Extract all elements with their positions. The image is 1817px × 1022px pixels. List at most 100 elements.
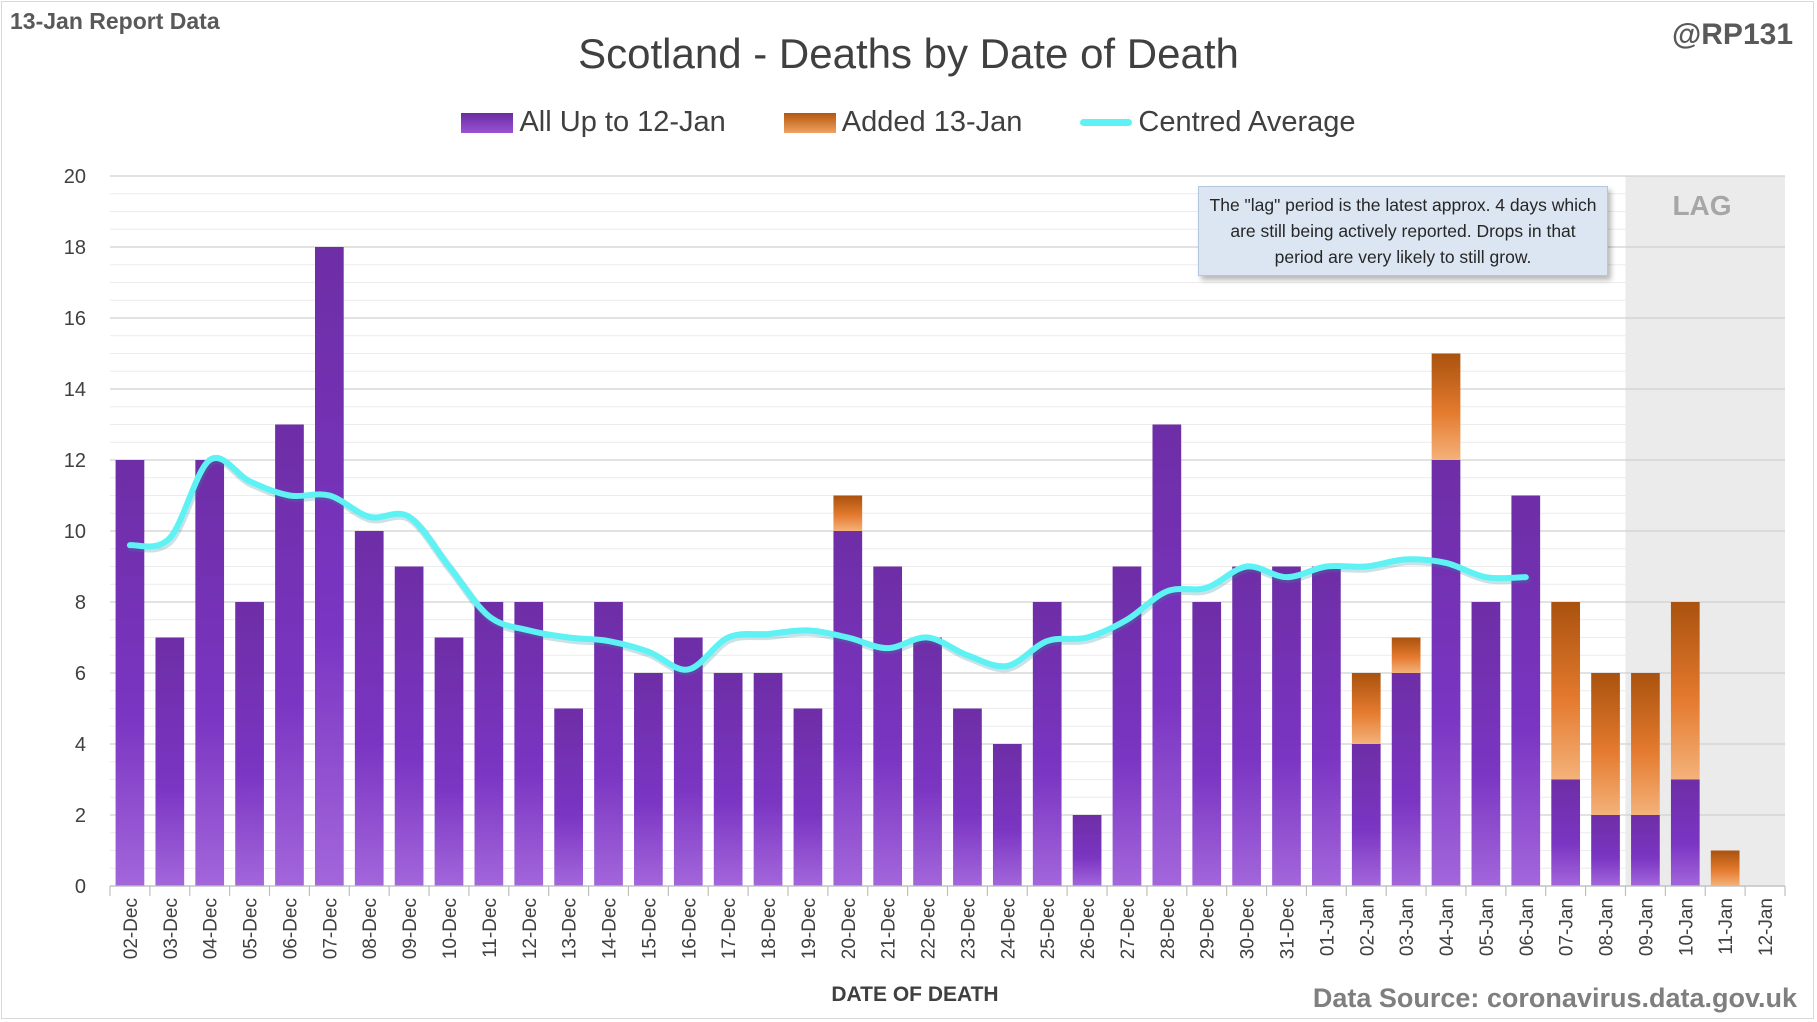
x-tick-label: 03-Jan [1397,898,1418,956]
bar-base-02-Dec [115,460,145,886]
bar-base-10-Dec [434,637,464,886]
bar-base-06-Jan [1511,495,1541,886]
x-tick-label: 31-Dec [1277,898,1298,959]
y-tick-label: 2 [75,805,86,827]
legend-item-added: Added 13-Jan [783,106,1022,139]
x-tick-label: 25-Dec [1038,898,1059,959]
legend-item-average: Centred Average [1080,106,1356,139]
x-tick-label: 09-Dec [400,898,421,959]
bar-base-06-Dec [275,424,304,886]
bar-base-04-Dec [195,460,225,886]
bar-base-11-Dec [474,602,504,886]
bar-base-20-Dec [833,531,863,886]
legend-swatch-purple [461,112,514,133]
bar-base-02-Jan [1351,744,1381,886]
x-tick-label: 05-Dec [241,898,262,959]
bar-base-15-Dec [634,673,663,886]
x-tick-label: 19-Dec [799,898,820,959]
y-tick-label: 16 [64,308,86,330]
x-tick-label: 11-Jan [1716,898,1737,955]
x-tick-label: 28-Dec [1158,898,1179,959]
bar-base-23-Dec [953,708,982,886]
bar-base-18-Dec [753,673,783,886]
x-tick-label: 09-Jan [1636,898,1657,956]
bar-base-07-Dec [314,247,344,886]
legend-swatch-orange [783,112,836,133]
legend-item-base: All Up to 12-Jan [461,106,726,139]
x-tick-label: 11-Dec [480,898,501,958]
x-tick-label: 23-Dec [958,898,979,959]
bar-base-01-Jan [1312,566,1341,886]
bar-base-05-Dec [235,602,264,886]
bar-base-30-Dec [1232,566,1261,886]
bar-base-08-Jan [1591,815,1620,886]
x-tick-label: 27-Dec [1118,898,1139,959]
bar-base-13-Dec [554,708,583,886]
bar-base-05-Jan [1471,602,1501,886]
legend-swatch-line [1080,119,1133,126]
bar-base-03-Dec [155,637,185,886]
x-tick-label: 06-Dec [280,898,301,959]
x-tick-label: 14-Dec [600,898,621,959]
report-date-label: 13-Jan Report Data [10,8,220,34]
x-tick-label: 18-Dec [759,898,780,959]
x-tick-label: 07-Dec [320,898,341,959]
x-tick-label: 10-Dec [440,898,461,959]
x-tick-label: 08-Dec [360,898,381,959]
chart-legend: All Up to 12-Jan Added 13-Jan Centred Av… [0,106,1817,139]
x-axis-title: DATE OF DEATH [831,983,999,1006]
y-tick-label: 18 [64,237,86,259]
x-tick-label: 24-Dec [998,898,1019,959]
bar-base-14-Dec [594,602,623,886]
bar-added-11-Jan [1710,850,1740,886]
bar-added-20-Dec [833,495,863,531]
y-tick-label: 4 [75,734,86,756]
x-tick-label: 06-Jan [1517,898,1538,956]
bar-base-29-Dec [1192,602,1222,886]
bar-added-03-Jan [1391,637,1421,673]
bar-base-28-Dec [1152,424,1182,886]
bar-base-04-Jan [1431,460,1461,886]
bar-base-26-Dec [1072,815,1102,886]
bar-base-17-Dec [713,673,743,886]
y-tick-label: 10 [64,521,86,543]
bar-base-19-Dec [793,708,823,886]
x-tick-label: 12-Jan [1756,898,1777,956]
bar-added-08-Jan [1591,673,1620,815]
x-tick-label: 29-Dec [1198,898,1219,959]
bar-base-09-Jan [1631,815,1660,886]
x-tick-label: 15-Dec [639,898,660,959]
y-tick-label: 20 [64,166,86,188]
x-tick-label: 01-Jan [1317,898,1338,956]
x-tick-label: 26-Dec [1078,898,1099,959]
bar-base-12-Dec [514,602,544,886]
author-handle: @RP131 [1672,18,1793,51]
bar-base-08-Dec [354,531,384,886]
x-tick-label: 16-Dec [679,898,700,959]
bar-base-24-Dec [992,744,1022,886]
x-tick-label: 03-Dec [161,898,182,959]
bar-base-31-Dec [1272,566,1301,886]
bar-base-22-Dec [913,637,942,886]
x-tick-label: 08-Jan [1597,898,1618,956]
x-tick-label: 13-Dec [560,898,581,959]
bar-base-09-Dec [394,566,424,886]
chart-title: Scotland - Deaths by Date of Death [578,30,1239,77]
y-tick-label: 6 [75,663,86,685]
legend-label-average: Centred Average [1138,106,1356,138]
bar-added-09-Jan [1631,673,1660,815]
lag-annotation-box: The "lag" period is the latest approx. 4… [1198,186,1608,276]
x-tick-label: 12-Dec [520,898,541,959]
x-tick-label: 04-Dec [201,898,222,959]
average-line [126,454,1529,673]
x-tick-label: 07-Jan [1557,898,1578,956]
x-tick-label: 21-Dec [879,898,900,959]
x-tick-label: 10-Jan [1676,898,1697,956]
x-tick-label: 17-Dec [719,898,740,959]
legend-label-base: All Up to 12-Jan [519,106,726,138]
y-tick-label: 12 [64,450,86,472]
bar-base-10-Jan [1670,779,1700,886]
bar-base-07-Jan [1551,779,1581,886]
y-tick-label: 0 [75,876,86,898]
